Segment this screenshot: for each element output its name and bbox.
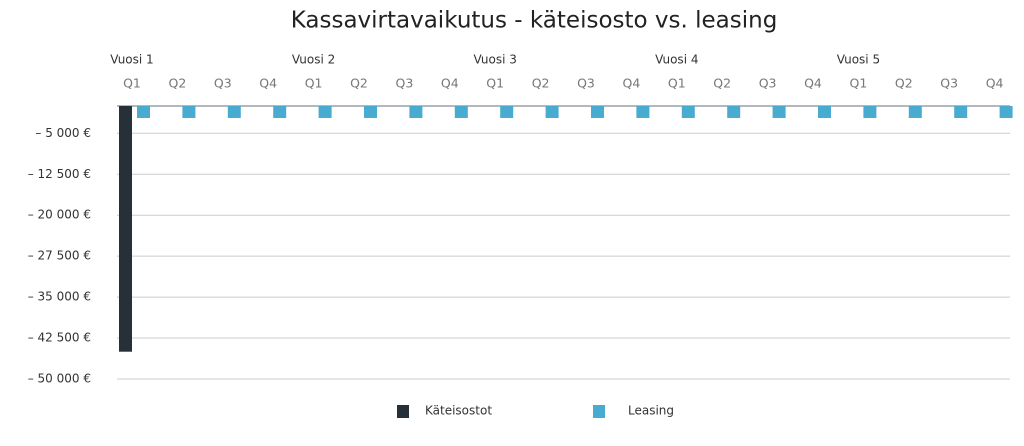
x-tick-label: Q2 bbox=[895, 76, 913, 91]
legend-swatch bbox=[593, 405, 605, 418]
bar bbox=[636, 106, 650, 119]
bar bbox=[954, 106, 968, 119]
x-tick-label: Q4 bbox=[804, 76, 822, 91]
x-tick-label: Q1 bbox=[668, 76, 686, 91]
bar bbox=[999, 106, 1013, 119]
legend-label: Käteisostot bbox=[425, 404, 492, 418]
chart-title: Kassavirtavaikutus - käteisosto vs. leas… bbox=[291, 8, 778, 34]
bar bbox=[591, 106, 604, 119]
bar bbox=[681, 106, 695, 119]
group-label: Vuosi 1 bbox=[110, 53, 153, 67]
x-tick-label: Q4 bbox=[986, 76, 1004, 91]
x-tick-label: Q3 bbox=[759, 76, 777, 91]
bar bbox=[409, 106, 423, 119]
x-tick-label: Q2 bbox=[350, 76, 368, 91]
group-label: Vuosi 2 bbox=[292, 53, 335, 67]
bar bbox=[137, 106, 150, 119]
group-label: Vuosi 3 bbox=[474, 53, 517, 67]
x-tick-label: Q4 bbox=[441, 76, 459, 91]
bar bbox=[454, 106, 468, 119]
x-tick-label: Q2 bbox=[532, 76, 550, 91]
y-tick-label: – 20 000 € bbox=[28, 208, 91, 222]
bar bbox=[545, 106, 559, 119]
x-tick-label: Q2 bbox=[169, 76, 187, 91]
x-tick-label: Q3 bbox=[577, 76, 595, 91]
group-label: Vuosi 5 bbox=[837, 53, 880, 67]
bar bbox=[908, 106, 922, 119]
y-tick-label: – 12 500 € bbox=[28, 167, 91, 181]
bar bbox=[500, 106, 514, 119]
bar bbox=[772, 106, 786, 119]
x-tick-label: Q4 bbox=[623, 76, 641, 91]
x-tick-label: Q2 bbox=[713, 76, 731, 91]
x-tick-label: Q3 bbox=[214, 76, 232, 91]
y-tick-label: – 5 000 € bbox=[35, 126, 91, 140]
x-tick-label: Q3 bbox=[940, 76, 958, 91]
x-tick-label: Q1 bbox=[850, 76, 868, 91]
x-tick-label: Q1 bbox=[123, 76, 141, 91]
bar bbox=[818, 106, 831, 119]
x-tick-label: Q1 bbox=[486, 76, 504, 91]
x-tick-label: Q1 bbox=[305, 76, 323, 91]
bar bbox=[364, 106, 377, 119]
bar bbox=[727, 106, 741, 119]
x-tick-label: Q4 bbox=[259, 76, 277, 91]
y-tick-label: – 27 500 € bbox=[28, 249, 91, 263]
bar bbox=[318, 106, 332, 119]
legend-label: Leasing bbox=[628, 404, 674, 418]
group-label: Vuosi 4 bbox=[655, 53, 698, 67]
bar bbox=[182, 106, 196, 119]
x-tick-label: Q3 bbox=[396, 76, 414, 91]
bar bbox=[273, 106, 287, 119]
bar bbox=[227, 106, 241, 119]
y-tick-label: – 35 000 € bbox=[28, 290, 91, 304]
bar bbox=[119, 106, 132, 352]
bar bbox=[863, 106, 877, 119]
y-tick-label: – 42 500 € bbox=[28, 331, 91, 345]
y-tick-label: – 50 000 € bbox=[28, 372, 91, 386]
legend-swatch bbox=[397, 405, 409, 418]
